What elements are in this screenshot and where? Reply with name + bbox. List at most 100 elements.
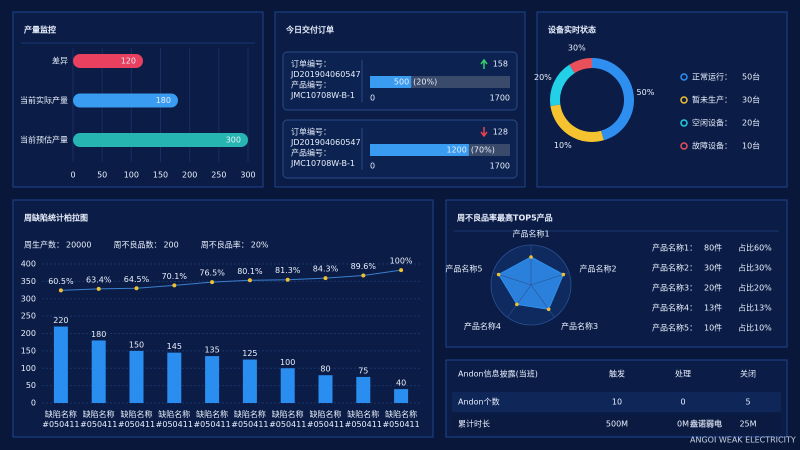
order-text: JD201904060547: [290, 138, 361, 147]
segment-percent-label: 30%: [568, 44, 586, 53]
radar-point: [561, 272, 566, 277]
radar-point: [529, 255, 533, 259]
bar: [205, 356, 220, 403]
bar-value-label: 120: [121, 57, 136, 66]
line-point: [172, 283, 177, 288]
bar-value-label: 220: [53, 316, 68, 325]
panel: [536, 11, 788, 188]
stat-value: 20%: [251, 241, 269, 250]
line-point: [247, 278, 252, 283]
stat-label: 周不良品率：: [201, 240, 249, 250]
product-list-cell: 占比13%: [738, 303, 772, 313]
x-tick-label: 缺陷名称#050411: [382, 409, 419, 429]
bar: [167, 352, 182, 403]
order-text: 产品编号：: [291, 148, 331, 158]
legend-label: 正常运行：: [692, 72, 732, 82]
product-list-cell: 占比60%: [738, 243, 772, 253]
product-list-cell: 占比20%: [738, 283, 772, 293]
radar-point: [496, 272, 501, 277]
panel-title: 今日交付订单: [285, 25, 334, 35]
y-tick-label: 0: [31, 399, 36, 408]
x-tick-label: 100: [124, 171, 139, 180]
donut-segment: [550, 104, 604, 142]
progress-min: 0: [370, 162, 375, 171]
legend-label: 空闲设备：: [692, 118, 732, 128]
table-cell: 0M: [677, 420, 689, 429]
line-value-label: 76.5%: [199, 269, 225, 278]
bar: [53, 326, 68, 403]
donut-segment: [550, 64, 575, 106]
bar-value-label: 125: [242, 349, 257, 358]
line-value-label: 64.5%: [124, 275, 150, 284]
line-value-label: 84.3%: [313, 265, 339, 274]
bar: [129, 350, 144, 403]
order-text: 订单编号：: [291, 127, 331, 137]
bar: [73, 133, 248, 147]
legend-label: 暂未生产：: [692, 95, 732, 105]
panel-title: 设备实时状态: [548, 25, 596, 35]
x-tick-label: 缺陷名称#050411: [193, 409, 230, 429]
progress-min: 0: [370, 94, 375, 103]
panel-title: 周不良品率最高TOP5产品: [457, 213, 553, 223]
y-tick-label: 50: [26, 381, 36, 390]
bar-value-label: 150: [129, 340, 144, 349]
bar-value-label: 300: [226, 136, 241, 145]
x-tick-label: 0: [70, 171, 75, 180]
donut-segment: [569, 58, 593, 74]
product-list-cell: 13件: [704, 303, 722, 313]
x-tick-label: 缺陷名称#050411: [345, 409, 382, 429]
table-title: Andon信息披露(当班): [458, 369, 538, 379]
delta-value: 128: [493, 128, 508, 137]
table-cell: Andon个数: [458, 397, 500, 407]
line-value-label: 80.1%: [237, 267, 263, 276]
stat-value: 20000: [66, 241, 91, 250]
x-tick-label: 缺陷名称#050411: [307, 409, 344, 429]
table-cell: 0: [680, 398, 685, 407]
x-tick-label: 缺陷名称#050411: [118, 409, 155, 429]
table-cell: 5: [745, 398, 750, 407]
table-cell: 500M: [606, 420, 628, 429]
x-tick-label: 缺陷名称#050411: [80, 409, 117, 429]
radar-axis: [530, 284, 555, 318]
line-point: [399, 268, 404, 273]
bar-value-label: 145: [167, 342, 182, 351]
legend-marker: [680, 142, 688, 150]
radar-axis-label: 产品名称3: [561, 321, 598, 331]
bar: [73, 93, 178, 108]
category-label: 当前实际产量: [20, 95, 68, 105]
bar: [356, 376, 371, 403]
order-text: 产品编号：: [291, 80, 331, 90]
x-tick-label: 150: [153, 171, 168, 180]
order-text: JMC10708W-B-1: [290, 91, 355, 100]
line: [60, 269, 402, 291]
product-list-cell: 产品名称2：: [652, 263, 697, 273]
order-text: JD201904060547: [290, 70, 361, 79]
table-cell: 25M: [739, 420, 756, 429]
progress-max: 1700: [490, 94, 510, 103]
line-point: [323, 276, 328, 281]
bar-value-label: 75: [358, 366, 368, 375]
bar-value-label: 135: [204, 346, 219, 355]
x-tick-label: 缺陷名称#050411: [269, 409, 306, 429]
table-row: [452, 414, 781, 434]
line-point: [285, 277, 290, 282]
line-point: [210, 280, 215, 285]
legend-value: 30台: [742, 95, 760, 105]
line-value-label: 60.5%: [48, 277, 74, 286]
bar: [318, 375, 333, 403]
progress-value: 1200: [446, 146, 466, 155]
product-list-cell: 30件: [704, 263, 722, 273]
product-list-cell: 产品名称4：: [652, 303, 697, 313]
progress-value: 500: [394, 78, 409, 87]
order-text: 订单编号：: [291, 59, 331, 69]
line-point: [58, 288, 63, 293]
segment-percent-label: 20%: [534, 73, 552, 82]
x-tick-label: 缺陷名称#050411: [42, 409, 79, 429]
x-tick-label: 50: [97, 171, 107, 180]
legend-value: 10台: [742, 141, 760, 151]
radar-axis-label: 产品名称1: [512, 229, 549, 239]
line-value-label: 89.6%: [351, 262, 377, 271]
product-list-cell: 占比10%: [738, 323, 772, 333]
